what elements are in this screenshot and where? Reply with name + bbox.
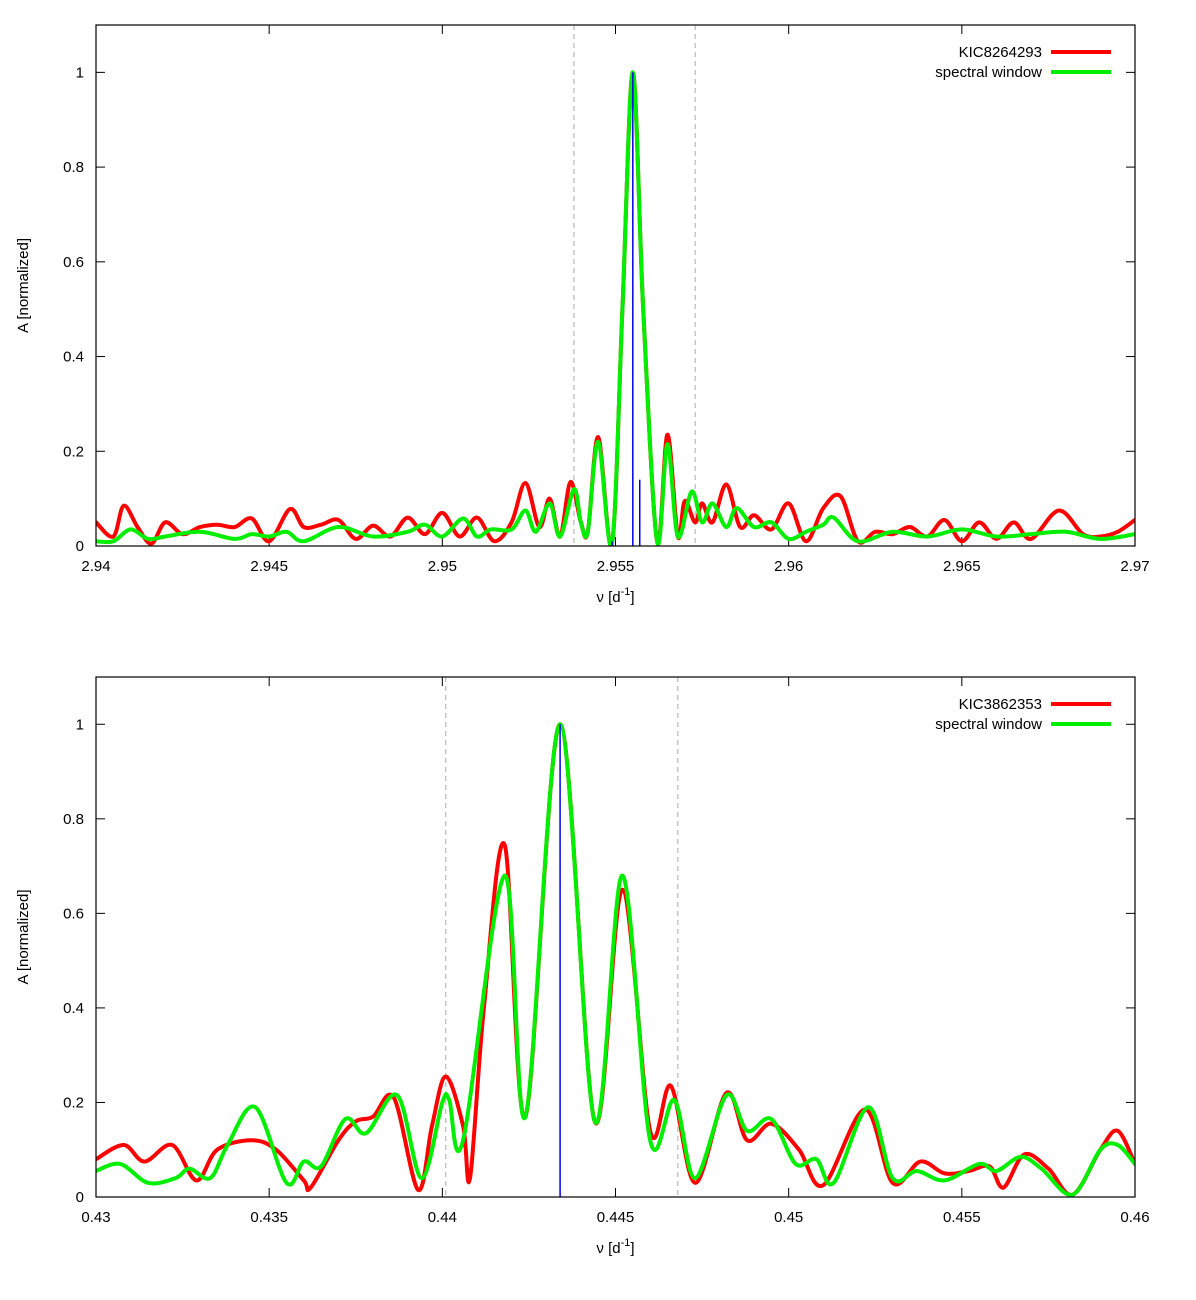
chart-1-x-tick-label-7: 2.97: [1120, 558, 1149, 575]
chart-1-x-axis-label-close: ]: [630, 589, 634, 606]
chart-1-y-tick-label-6: 1: [76, 64, 84, 81]
chart-2-y-axis-label: A [normalized]: [15, 889, 32, 984]
chart-2-frame: [95, 676, 1136, 1198]
chart-1-series-2-line: [96, 70, 1135, 546]
chart-1-y-tick-label-3: 0.4: [63, 349, 84, 366]
chart-1-series-group: [96, 70, 1135, 546]
chart-1-frame: [95, 24, 1136, 547]
chart-2-x-axis-label-close: ]: [630, 1240, 634, 1257]
chart-2-y-tick-label-6: 1: [76, 716, 84, 733]
chart-2-series-2-line: [96, 722, 1135, 1197]
chart-1-legend-label-1: KIC8264293: [959, 44, 1042, 61]
chart-2-x-tick-label-2: 0.435: [250, 1209, 288, 1226]
chart-1-x-tick-label-6: 2.965: [943, 558, 981, 575]
chart-1-y-tick-label-1: 0: [76, 538, 84, 555]
chart-1-legend-label-2: spectral window: [935, 64, 1042, 81]
chart-1-y-tick-label-5: 0.8: [63, 159, 84, 176]
chart-2-panel: 0.43 0.435 0.44 0.445 0.45 0.455 0.46 0 0.2 0.4 0.…: [15, 676, 1150, 1257]
chart-2-x-axis-label-main: ν [d: [596, 1240, 620, 1257]
chart-2-y-tick-label-2: 0.2: [63, 1094, 84, 1111]
chart-1-x-axis-label-sup: -1: [621, 586, 631, 598]
chart-2-x-tick-label-4: 0.445: [597, 1209, 635, 1226]
chart-2-x-tick-label-5: 0.45: [774, 1209, 803, 1226]
chart-1-y-tick-label-2: 0.2: [63, 443, 84, 460]
chart-2-x-axis-label: ν [d-1]: [596, 1237, 634, 1257]
chart-2-series-group: [96, 722, 1135, 1197]
chart-1-y-axis-label: A [normalized]: [15, 238, 32, 333]
chart-2-y-tick-label-1: 0: [76, 1189, 84, 1206]
chart-1-y-tick-label-4: 0.6: [63, 254, 84, 271]
chart-2-y-tick-label-3: 0.4: [63, 1000, 84, 1017]
chart-1-x-tick-label-5: 2.96: [774, 558, 803, 575]
chart-2-y-tick-label-4: 0.6: [63, 905, 84, 922]
chart-2-series-1-line: [96, 722, 1135, 1197]
chart-2-x-tick-label-3: 0.44: [428, 1209, 457, 1226]
chart-2-x-tick-label-1: 0.43: [81, 1209, 110, 1226]
chart-2-x-axis-label-sup: -1: [621, 1237, 631, 1249]
chart-2-y-tick-label-5: 0.8: [63, 811, 84, 828]
chart-2-x-tick-label-6: 0.455: [943, 1209, 981, 1226]
chart-2-x-tick-label-7: 0.46: [1120, 1209, 1149, 1226]
chart-1-x-tick-label-3: 2.95: [428, 558, 457, 575]
chart-1-x-tick-label-1: 2.94: [81, 558, 110, 575]
chart-1-x-tick-label-4: 2.955: [597, 558, 635, 575]
chart-2-legend-label-2: spectral window: [935, 716, 1042, 733]
chart-1-x-axis-label-main: ν [d: [596, 589, 620, 606]
chart-2-legend-label-1: KIC3862353: [959, 696, 1042, 713]
chart-1-panel: 2.94 2.945 2.95 2.955 2.96 2.965 2.97 0 0.2 0.4 0.…: [15, 24, 1150, 606]
chart-1-x-axis-label: ν [d-1]: [596, 586, 634, 606]
chart-1-x-tick-label-2: 2.945: [250, 558, 288, 575]
